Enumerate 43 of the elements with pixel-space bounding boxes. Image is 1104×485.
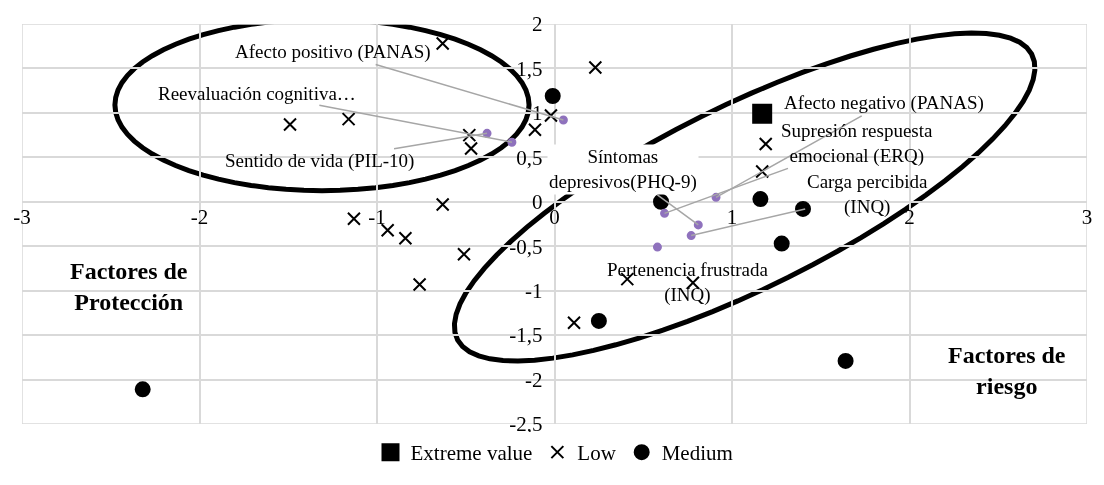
point <box>652 242 662 252</box>
point <box>412 277 427 292</box>
annotation: Factores de Protección <box>70 258 188 316</box>
point <box>543 108 558 123</box>
legend-label: Extreme value <box>410 441 533 466</box>
point <box>346 211 361 226</box>
point <box>134 381 151 398</box>
x-tick-label: -1 <box>368 204 386 229</box>
x-tick-label: 2 <box>904 204 915 229</box>
point <box>380 223 395 238</box>
y-tick-label: -2,5 <box>509 412 543 437</box>
annotation: Pertenencia frustrada (INQ) <box>607 259 769 306</box>
legend-label: Low <box>577 441 617 466</box>
y-tick-label: -1 <box>525 279 543 304</box>
point <box>435 197 450 212</box>
annotation: Afecto negativo (PANAS) <box>784 92 984 114</box>
legend-label: Medium <box>661 441 733 466</box>
y-tick-label: 1 <box>532 101 543 126</box>
y-tick-label: -0,5 <box>509 234 543 259</box>
point <box>590 312 607 329</box>
y-tick-label: -1,5 <box>509 323 543 348</box>
y-tick-label: -2 <box>525 367 543 392</box>
point <box>755 164 770 179</box>
y-tick-label: 2 <box>532 12 543 37</box>
point <box>837 352 854 369</box>
annotation: Supresión respuesta emocional (ERQ) <box>781 120 934 167</box>
annotation: Factores de riesgo <box>948 342 1066 400</box>
point <box>588 60 603 75</box>
annotation: Síntomas depresivos(PHQ-9) <box>549 146 697 193</box>
point <box>752 103 773 124</box>
point <box>795 200 811 217</box>
x-tick-label: 1 <box>726 204 738 229</box>
x-tick-label: 0 <box>549 204 560 229</box>
x-tick-label: -3 <box>13 204 31 229</box>
point <box>758 137 773 151</box>
point <box>544 88 561 104</box>
x-tick-label: 3 <box>1081 204 1093 229</box>
point <box>398 231 413 246</box>
x-tick-label: -2 <box>190 204 209 229</box>
point <box>567 315 582 330</box>
point <box>773 235 790 252</box>
point <box>456 247 471 262</box>
point <box>752 191 769 208</box>
